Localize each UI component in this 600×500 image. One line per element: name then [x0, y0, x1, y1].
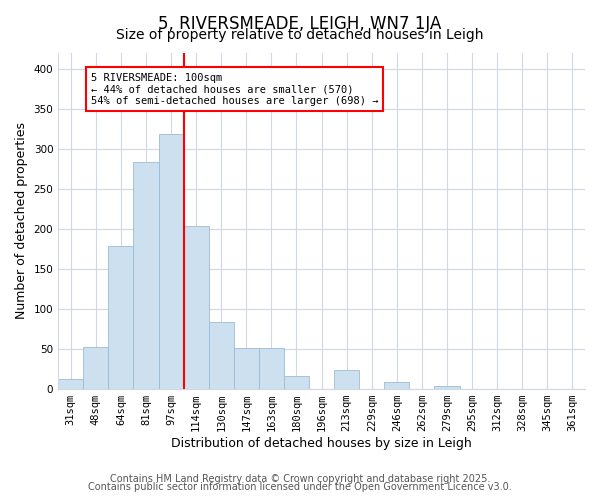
- Bar: [334, 370, 359, 389]
- Bar: [234, 348, 259, 389]
- Text: Contains public sector information licensed under the Open Government Licence v3: Contains public sector information licen…: [88, 482, 512, 492]
- Bar: [184, 226, 209, 389]
- Bar: [259, 348, 284, 389]
- Bar: [158, 134, 184, 389]
- Bar: [434, 386, 460, 389]
- Bar: [109, 246, 133, 389]
- Bar: [133, 162, 158, 389]
- Bar: [58, 378, 83, 389]
- Bar: [284, 376, 309, 389]
- X-axis label: Distribution of detached houses by size in Leigh: Distribution of detached houses by size …: [171, 437, 472, 450]
- Text: Contains HM Land Registry data © Crown copyright and database right 2025.: Contains HM Land Registry data © Crown c…: [110, 474, 490, 484]
- Text: Size of property relative to detached houses in Leigh: Size of property relative to detached ho…: [116, 28, 484, 42]
- Bar: [83, 346, 109, 389]
- Y-axis label: Number of detached properties: Number of detached properties: [15, 122, 28, 320]
- Bar: [209, 322, 234, 389]
- Text: 5 RIVERSMEADE: 100sqm
← 44% of detached houses are smaller (570)
54% of semi-det: 5 RIVERSMEADE: 100sqm ← 44% of detached …: [91, 72, 378, 106]
- Text: 5, RIVERSMEADE, LEIGH, WN7 1JA: 5, RIVERSMEADE, LEIGH, WN7 1JA: [158, 15, 442, 33]
- Bar: [385, 382, 409, 389]
